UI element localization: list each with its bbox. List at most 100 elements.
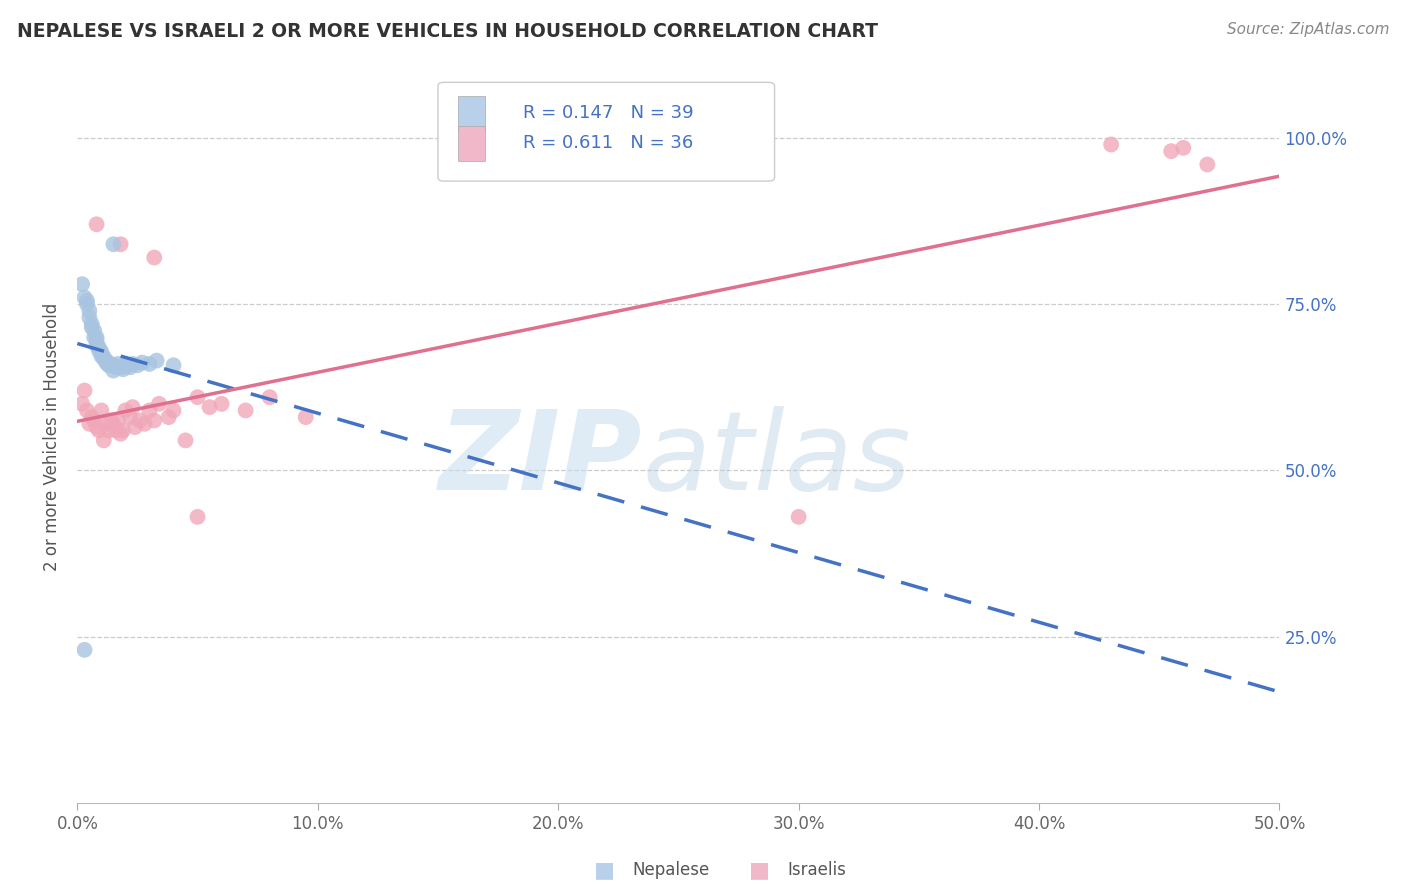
Point <box>131 356 153 370</box>
Point <box>103 417 125 431</box>
Point <box>104 360 127 375</box>
Text: R = 0.147   N = 39: R = 0.147 N = 39 <box>523 104 695 122</box>
Point <box>103 237 125 252</box>
Point <box>97 424 120 438</box>
Point <box>87 343 110 358</box>
Point <box>86 217 108 231</box>
Point <box>83 324 105 338</box>
Point <box>198 400 221 414</box>
Point <box>83 413 105 427</box>
Point <box>100 357 122 371</box>
Point <box>103 358 125 372</box>
Point <box>111 424 134 438</box>
Point <box>107 413 129 427</box>
Point <box>110 360 132 375</box>
Point <box>79 417 101 431</box>
Point <box>86 334 108 348</box>
Text: ZIP: ZIP <box>439 406 643 513</box>
Point <box>76 297 98 311</box>
Point <box>86 330 108 344</box>
Point <box>117 358 139 372</box>
Point <box>134 417 156 431</box>
Point <box>157 410 180 425</box>
Point <box>93 351 115 365</box>
Point <box>111 362 134 376</box>
Point <box>97 357 120 371</box>
Point <box>80 317 103 331</box>
Point <box>86 420 108 434</box>
Text: Nepalese: Nepalese <box>633 861 710 879</box>
Point <box>73 384 96 398</box>
Point <box>96 353 118 368</box>
Point <box>120 410 142 425</box>
Text: atlas: atlas <box>643 406 911 513</box>
Text: NEPALESE VS ISRAELI 2 OR MORE VEHICLES IN HOUSEHOLD CORRELATION CHART: NEPALESE VS ISRAELI 2 OR MORE VEHICLES I… <box>17 22 877 41</box>
Point <box>93 434 115 448</box>
Point <box>90 349 112 363</box>
Point <box>124 420 146 434</box>
Y-axis label: 2 or more Vehicles in Household: 2 or more Vehicles in Household <box>44 303 62 571</box>
Point <box>107 357 129 371</box>
Point <box>145 353 167 368</box>
Point <box>187 509 209 524</box>
Point <box>1099 137 1122 152</box>
Point <box>79 310 101 325</box>
Text: R = 0.611   N = 36: R = 0.611 N = 36 <box>523 135 693 153</box>
Text: ■: ■ <box>749 860 769 880</box>
Point <box>259 390 281 404</box>
Point <box>80 320 103 334</box>
FancyBboxPatch shape <box>458 126 485 161</box>
FancyBboxPatch shape <box>439 82 775 181</box>
Point <box>96 356 118 370</box>
Point <box>114 403 136 417</box>
Text: Israelis: Israelis <box>787 861 846 879</box>
Point <box>110 426 132 441</box>
Point <box>110 237 132 252</box>
Point <box>127 358 149 372</box>
Point <box>87 424 110 438</box>
Point <box>87 340 110 354</box>
Point <box>73 290 96 304</box>
Point <box>90 345 112 359</box>
Point <box>187 390 209 404</box>
Point <box>148 397 170 411</box>
Point <box>1160 144 1182 158</box>
Point <box>1197 157 1219 171</box>
Point <box>1173 141 1195 155</box>
Point <box>294 410 316 425</box>
Point <box>787 509 810 524</box>
Point <box>162 403 184 417</box>
Point <box>70 277 93 292</box>
Point <box>86 338 108 352</box>
Point <box>70 397 93 411</box>
Point <box>128 413 150 427</box>
Point <box>235 403 257 417</box>
Point <box>143 413 166 427</box>
Point <box>93 351 115 366</box>
FancyBboxPatch shape <box>458 96 485 131</box>
Point <box>138 357 160 371</box>
Point <box>73 643 96 657</box>
Point <box>97 358 120 372</box>
Text: Source: ZipAtlas.com: Source: ZipAtlas.com <box>1226 22 1389 37</box>
Point <box>90 403 112 417</box>
Point <box>211 397 233 411</box>
Point <box>96 417 118 431</box>
Point <box>80 410 103 425</box>
Point <box>121 400 143 414</box>
Point <box>100 413 122 427</box>
Point <box>83 330 105 344</box>
Point <box>103 363 125 377</box>
Point <box>76 293 98 308</box>
Point <box>114 357 136 371</box>
Point <box>104 424 127 438</box>
Point <box>79 303 101 318</box>
Point <box>143 251 166 265</box>
Point <box>76 403 98 417</box>
Point <box>120 360 142 375</box>
Point <box>138 403 160 417</box>
Point <box>162 358 184 372</box>
Point <box>174 434 197 448</box>
Text: ■: ■ <box>595 860 614 880</box>
Point <box>121 357 143 371</box>
